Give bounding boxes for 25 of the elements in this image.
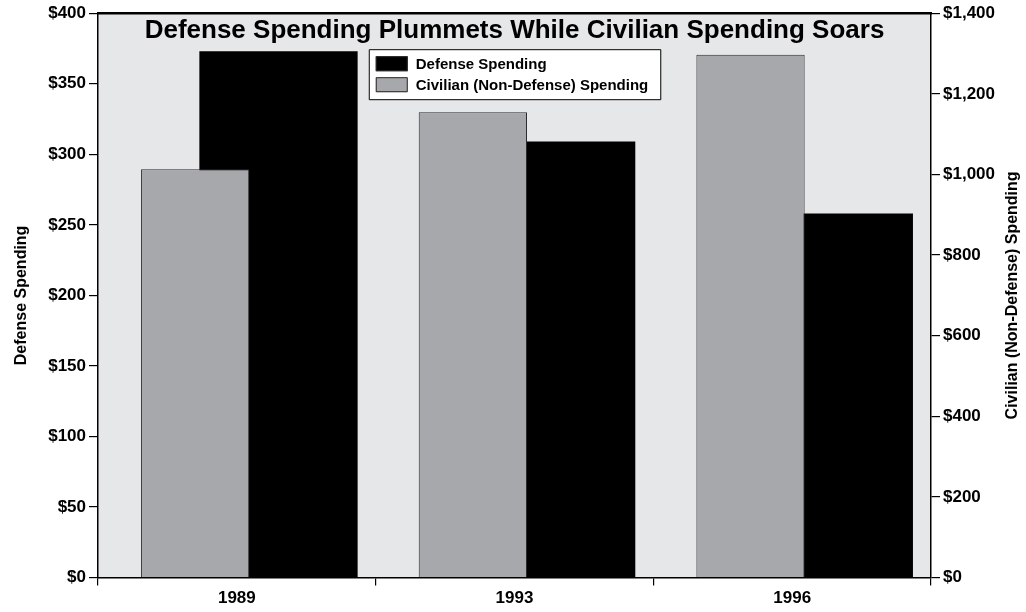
y-tick-label: $0 [67,567,87,587]
y2-tick-label: $1,200 [943,83,995,103]
y-tick-label: $350 [48,73,87,93]
legend-label: Defense Spending [415,54,547,72]
y2-tick-label: $400 [943,406,981,426]
y-tick-label: $50 [57,496,87,516]
y2-tick-label: $1,400 [943,2,995,22]
y-tick-label: $100 [48,426,87,446]
y-axis-title: Defense Spending [12,225,30,366]
chart-title: Defense Spending Plummets While Civilian Spending Soars [144,14,885,45]
y-tick-label: $200 [48,285,87,305]
y2-tick-label: $600 [943,325,981,345]
x-tick-label: 1989 [217,588,256,608]
y-tick-label: $250 [48,214,87,234]
y2-tick-label: $0 [943,567,962,587]
y-tick-label: $150 [48,355,87,375]
y-tick-label: $400 [48,2,87,22]
y2-tick-label: $800 [943,244,981,264]
x-tick-label: 1996 [773,588,812,608]
y2-tick-label: $200 [943,486,981,506]
y2-tick-label: $1,000 [943,164,995,184]
y2-axis-title: Civilian (Non-Defense) Spending [1003,171,1021,420]
legend-label: Civilian (Non-Defense) Spending [415,75,649,93]
x-tick-label: 1993 [495,588,534,608]
y-tick-label: $300 [48,143,87,163]
